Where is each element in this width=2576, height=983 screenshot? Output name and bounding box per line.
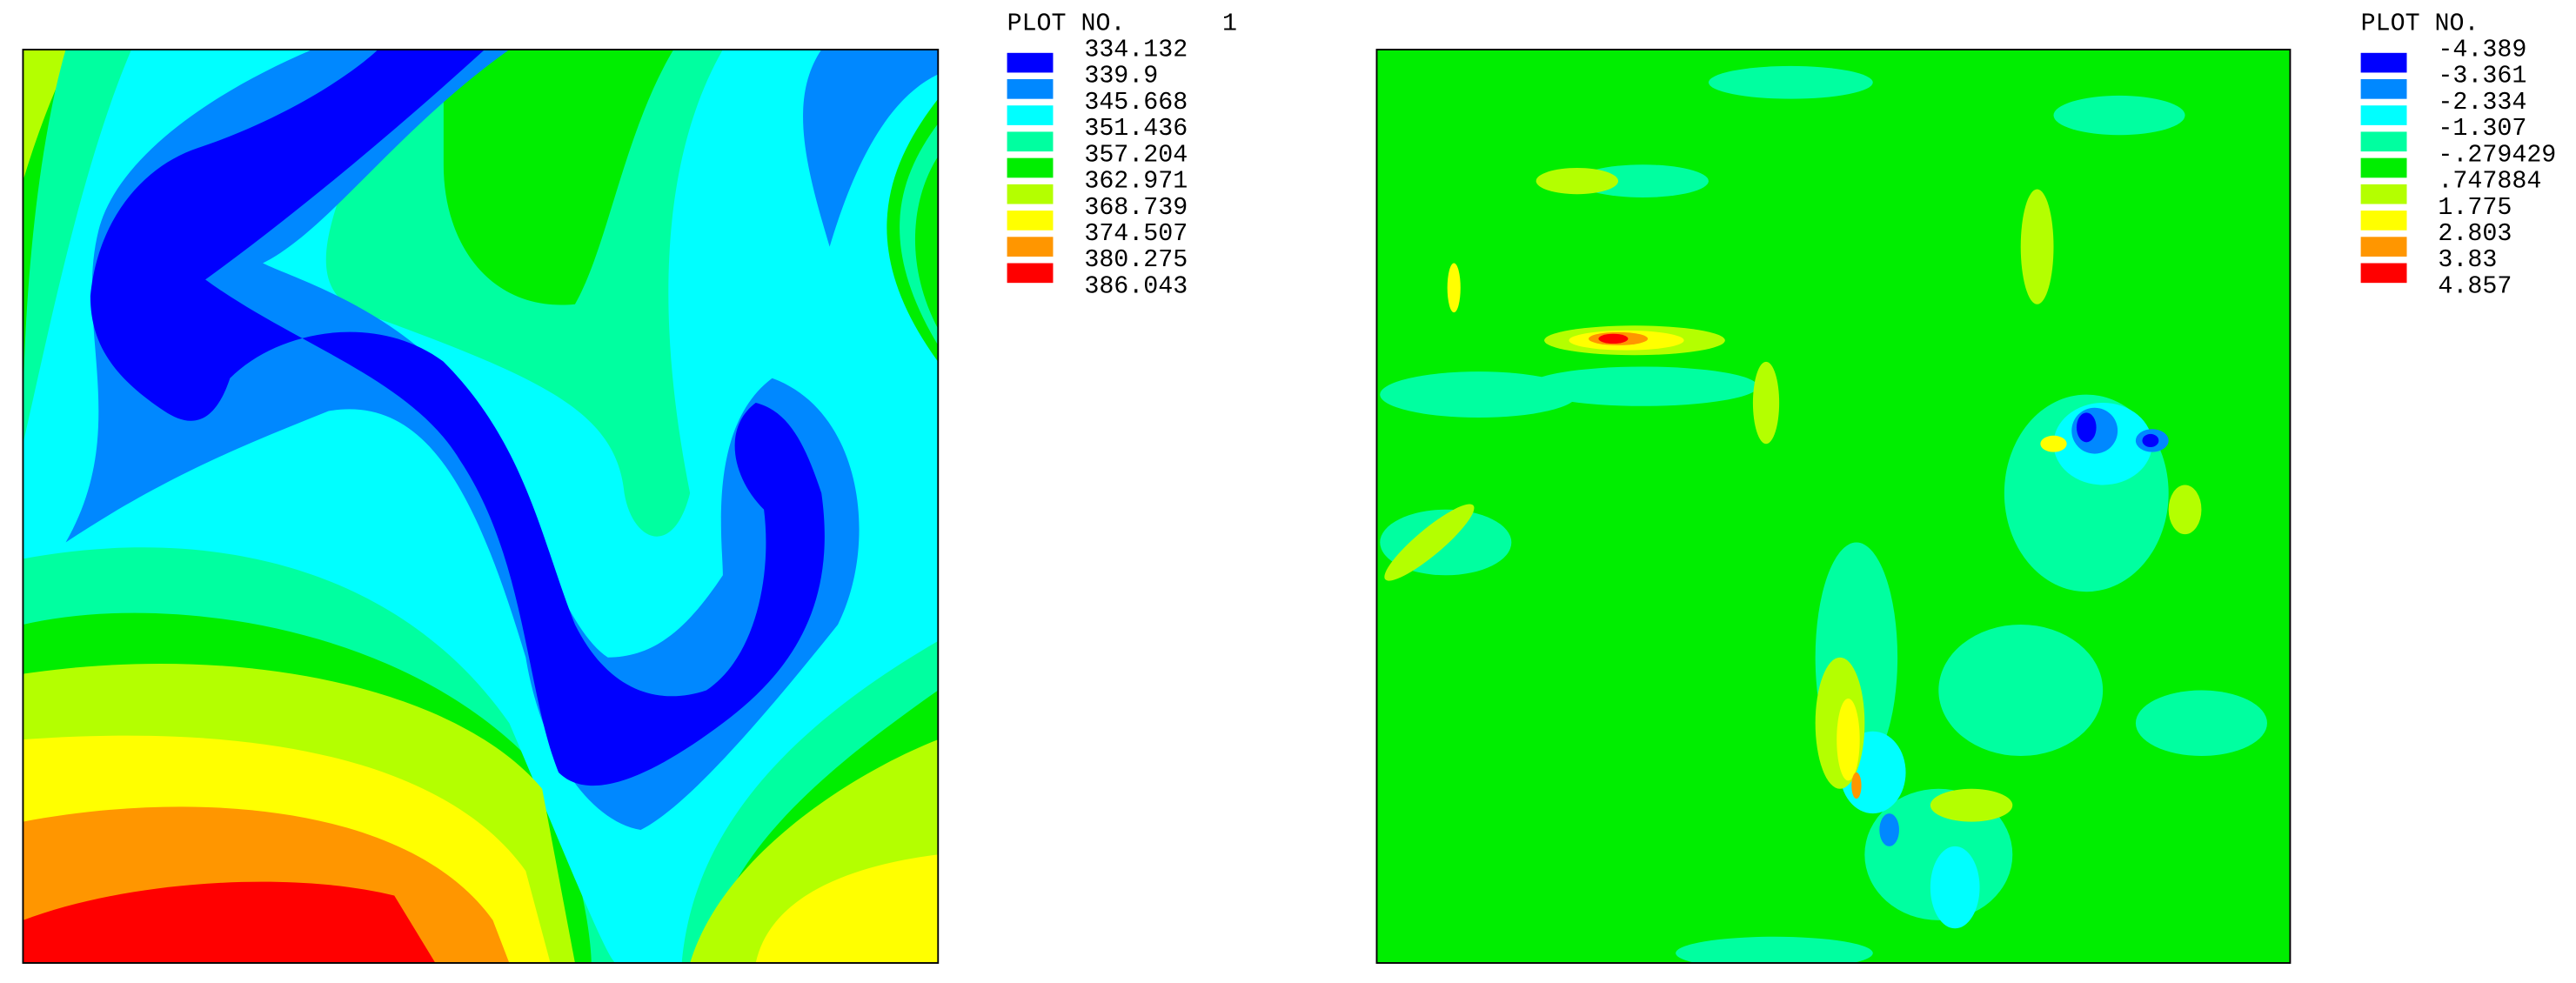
legend-title: PLOT NO.: [1007, 9, 1126, 37]
legend-label: -3.361: [2438, 62, 2526, 90]
legend-swatch: [2360, 237, 2407, 257]
plot-number: 1: [1222, 9, 1237, 37]
legend-swatch: [2360, 105, 2407, 125]
legend-label: 368.739: [1084, 193, 1188, 222]
legend-swatch: [1007, 52, 1054, 73]
legend-swatch: [1007, 211, 1054, 231]
legend-swatch: [1007, 105, 1054, 125]
legend-swatch: [2360, 131, 2407, 152]
legend-label: 339.9: [1084, 62, 1158, 90]
legend-swatch: [1007, 184, 1054, 204]
legend-label: -4.389: [2438, 36, 2526, 64]
legend-swatch: [2360, 263, 2407, 284]
legend-title: PLOT NO.: [2361, 9, 2479, 37]
legend-swatch: [2360, 211, 2407, 231]
legend-label: 345.668: [1084, 88, 1188, 117]
legend-label: 386.043: [1084, 271, 1188, 300]
legend-label: 357.204: [1084, 140, 1188, 169]
legend-label: 362.971: [1084, 167, 1188, 196]
legend-swatch: [1007, 263, 1054, 284]
legend-label: .747884: [2438, 167, 2541, 196]
contour-field-2: [1376, 50, 2291, 963]
legend-swatch: [1007, 79, 1054, 99]
legend-label: 3.83: [2438, 245, 2497, 274]
legend-label: 334.132: [1084, 36, 1188, 64]
legend-swatch: [1007, 157, 1054, 178]
legend-label: -.279429: [2438, 140, 2556, 169]
legend-label: 1.775: [2438, 193, 2512, 222]
legend-swatch: [2360, 79, 2407, 99]
legend-swatch: [1007, 131, 1054, 152]
legend-swatch: [1007, 237, 1054, 257]
legend-label: 380.275: [1084, 245, 1188, 274]
plot-frame-2: [1375, 49, 2292, 964]
legend-label: 4.857: [2438, 271, 2512, 300]
legend-label: 351.436: [1084, 114, 1188, 143]
legend-label: 374.507: [1084, 219, 1188, 248]
plot-frame-1: [22, 49, 940, 964]
legend-label: 2.803: [2438, 219, 2512, 248]
legend-swatch: [2360, 52, 2407, 73]
legend-swatch: [2360, 157, 2407, 178]
contour-field-1: [23, 50, 939, 963]
legend-label: -2.334: [2438, 88, 2526, 117]
legend-label: -1.307: [2438, 114, 2526, 143]
legend-swatch: [2360, 184, 2407, 204]
